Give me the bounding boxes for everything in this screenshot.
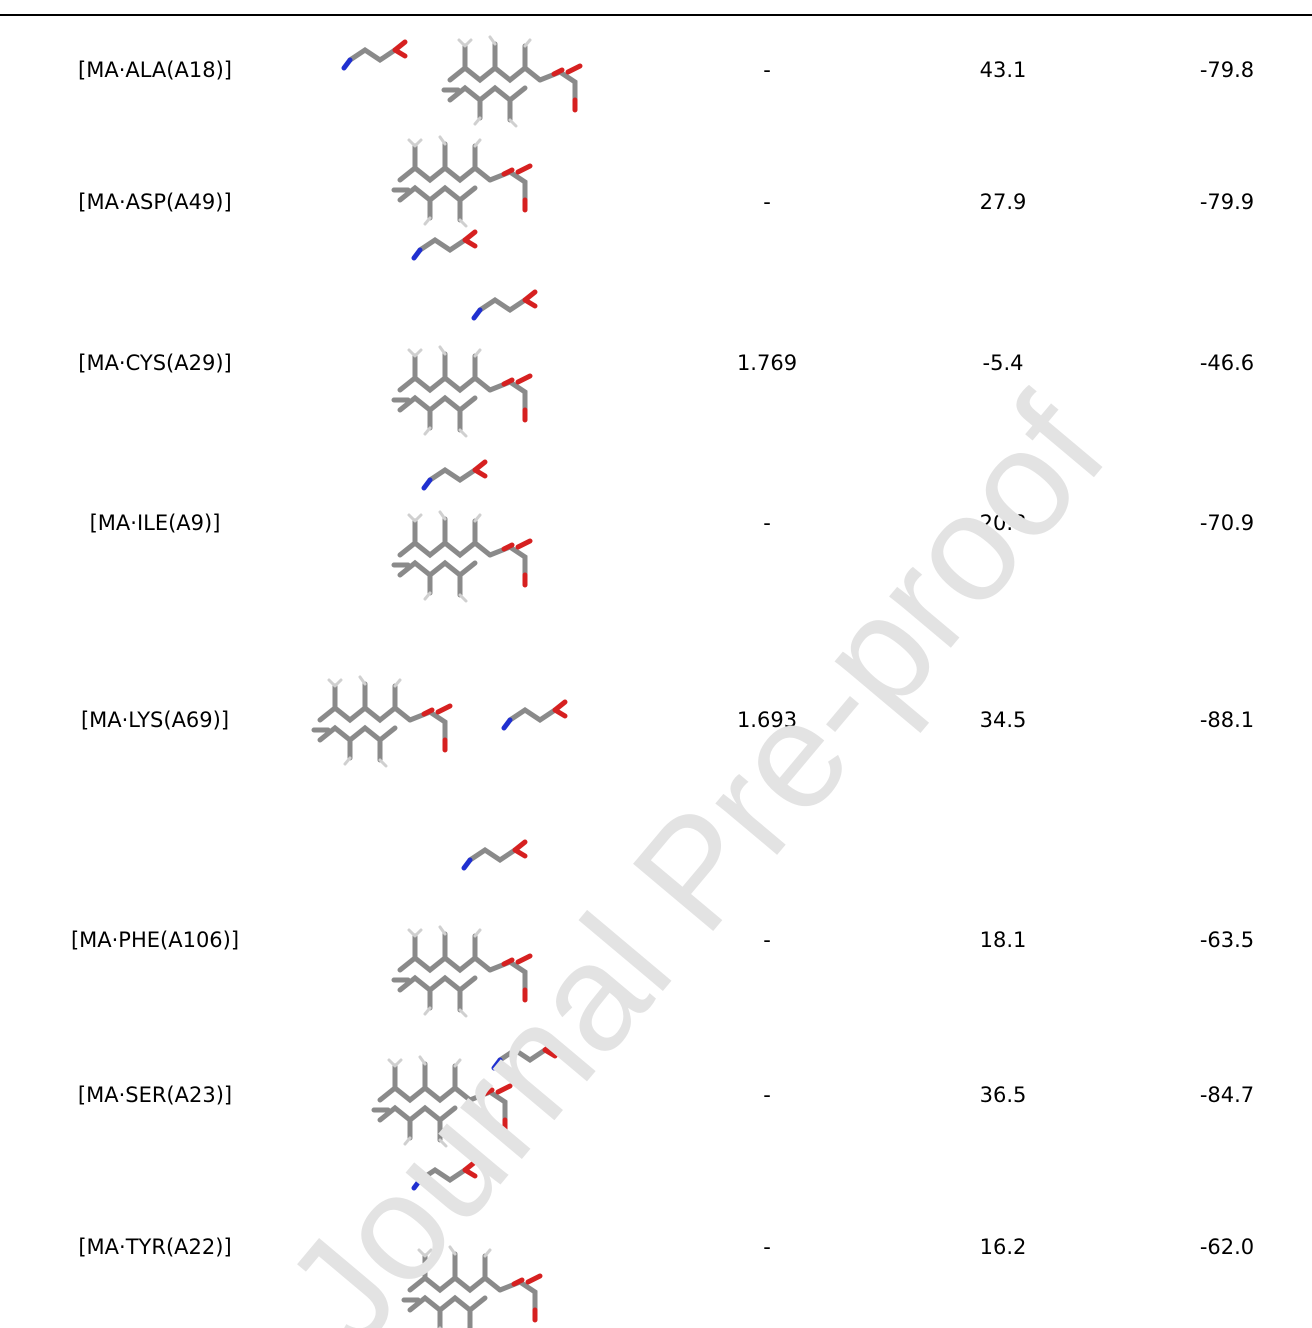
value-cell: - [763, 190, 771, 214]
value-cell: 18.1 [980, 928, 1027, 952]
row-label: [MA·CYS(A29)] [78, 351, 231, 375]
value-cell: -63.5 [1200, 928, 1254, 952]
value-cell: 43.1 [980, 58, 1027, 82]
value-cell: - [763, 1235, 771, 1259]
molecule [504, 702, 565, 728]
row-label: [MA·TYR(A22)] [78, 1235, 231, 1259]
molecule [394, 347, 530, 436]
value-cell: 16.2 [980, 1235, 1027, 1259]
value-cell: -79.9 [1200, 190, 1254, 214]
value-cell: -84.7 [1200, 1083, 1254, 1107]
row-label: [MA·SER(A23)] [78, 1083, 232, 1107]
molecule [394, 512, 530, 601]
molecule [404, 1247, 540, 1328]
value-cell: 20.8 [980, 511, 1027, 535]
row-label: [MA·PHE(A106)] [71, 928, 239, 952]
value-cell: 36.5 [980, 1083, 1027, 1107]
molecule [424, 462, 485, 488]
molecule [494, 1042, 555, 1068]
value-cell: -62.0 [1200, 1235, 1254, 1259]
molecule [414, 232, 475, 258]
molecule [464, 842, 525, 868]
row-label: [MA·LYS(A69)] [81, 708, 229, 732]
molecule [344, 42, 405, 68]
value-cell: - [763, 1083, 771, 1107]
value-cell: 27.9 [980, 190, 1027, 214]
molecule [394, 137, 530, 226]
value-cell: -5.4 [983, 351, 1024, 375]
row-label: [MA·ILE(A9)] [90, 511, 221, 535]
value-cell: -70.9 [1200, 511, 1254, 535]
value-cell: 34.5 [980, 708, 1027, 732]
molecule [414, 1162, 475, 1188]
value-cell: -88.1 [1200, 708, 1254, 732]
page: [MA·ALA(A18)] - 43.1 -79.8 [MA·ASP(A49)] - 27.… [0, 0, 1312, 1328]
value-cell: 1.769 [737, 351, 797, 375]
value-cell: - [763, 58, 771, 82]
value-cell: -79.8 [1200, 58, 1254, 82]
molecule [444, 37, 580, 126]
molecule [374, 1057, 510, 1146]
row-label: [MA·ALA(A18)] [78, 58, 232, 82]
row-label: [MA·ASP(A49)] [78, 190, 231, 214]
value-cell: - [763, 928, 771, 952]
molecule [314, 677, 450, 766]
value-cell: 1.693 [737, 708, 797, 732]
molecule [474, 292, 535, 318]
value-cell: -46.6 [1200, 351, 1254, 375]
molecule [394, 927, 530, 1016]
value-cell: - [763, 511, 771, 535]
